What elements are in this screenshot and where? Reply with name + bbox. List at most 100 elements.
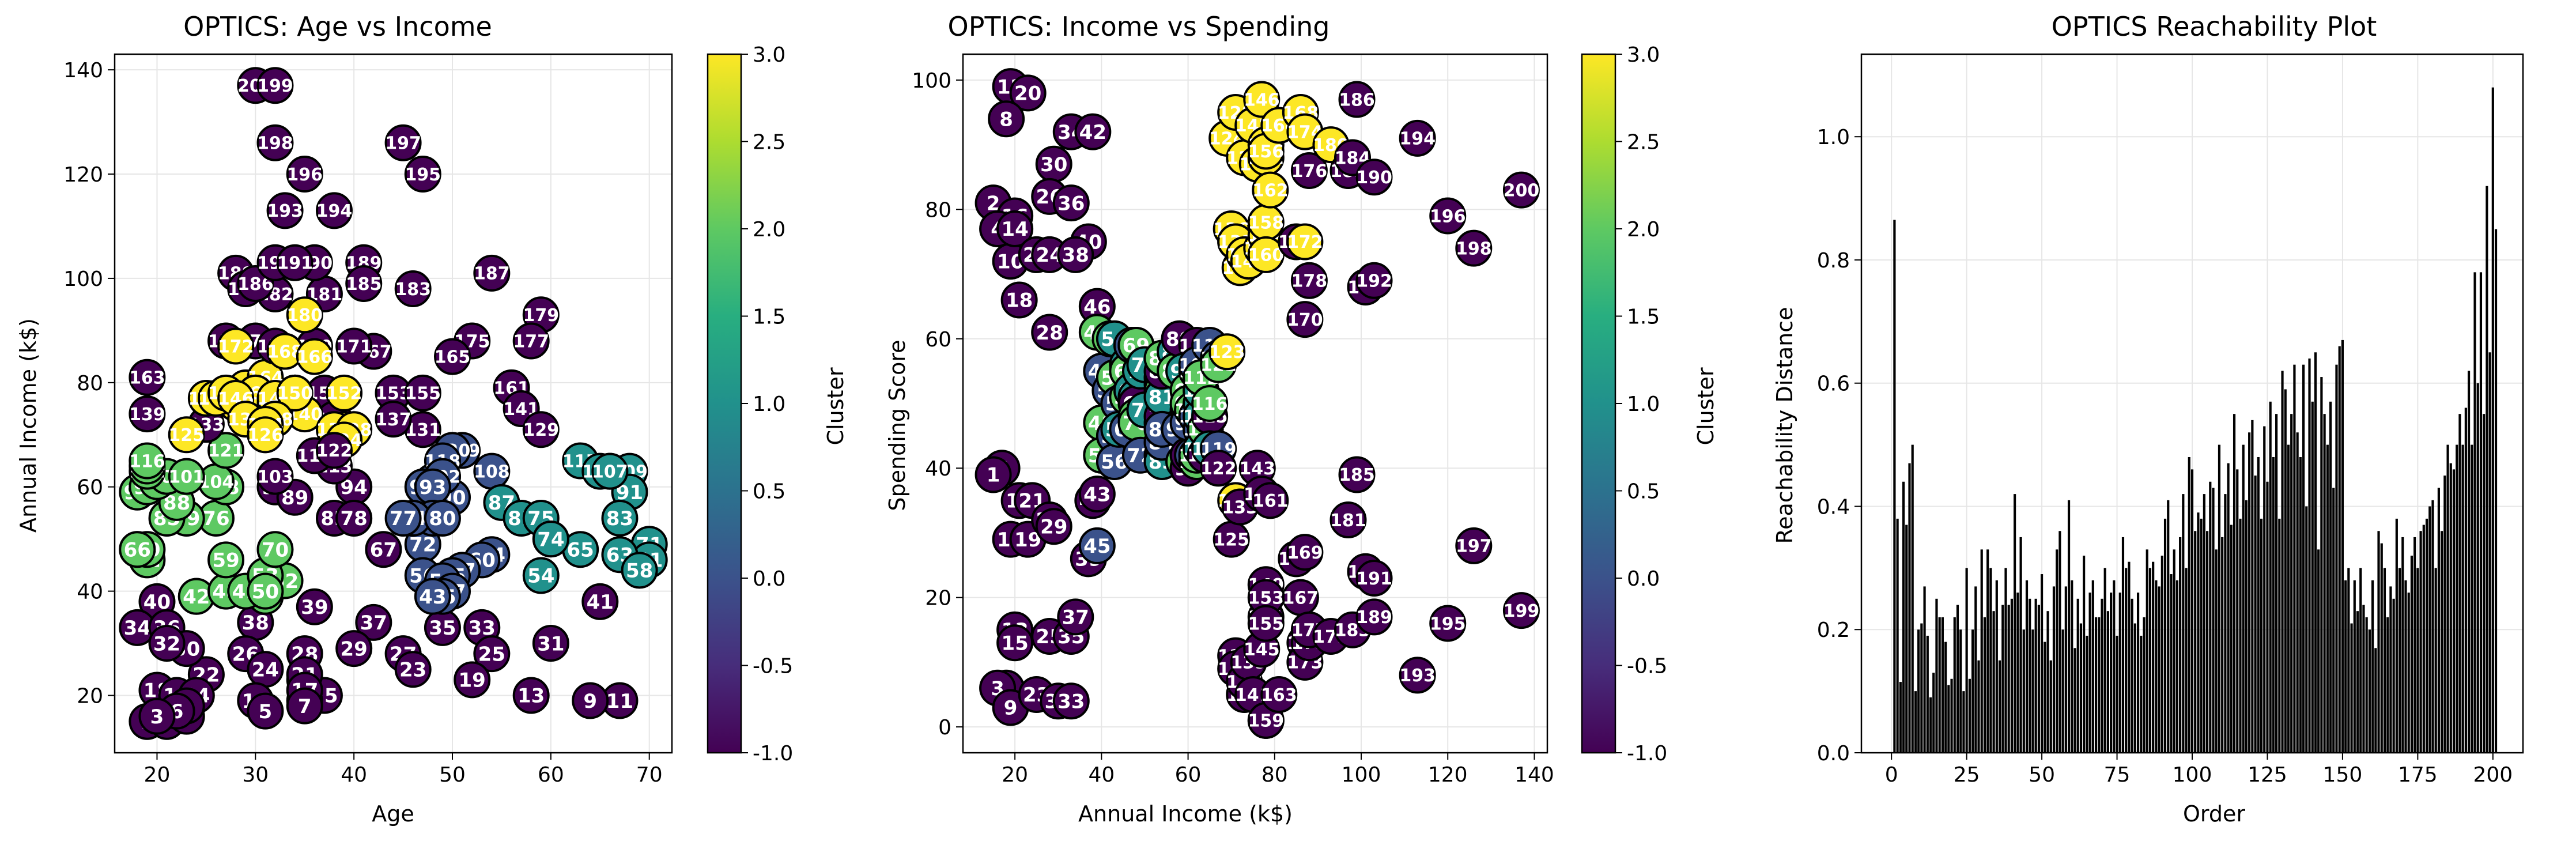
- y-tick-label: 0: [938, 716, 951, 740]
- reachability-bar: [2458, 414, 2461, 753]
- reachability-bar: [2443, 476, 2446, 753]
- reachability-bar: [2091, 580, 2094, 753]
- data-point: 125: [168, 416, 205, 454]
- point-marker: [276, 244, 313, 281]
- point-marker: [247, 416, 284, 454]
- data-point: 8: [988, 100, 1025, 138]
- reachability-bar: [1959, 629, 1962, 753]
- data-point: 162: [1252, 171, 1289, 209]
- point-label: 192: [1356, 271, 1392, 292]
- data-point: 5: [247, 692, 284, 730]
- point-marker: [424, 499, 461, 537]
- data-point: 181: [1329, 501, 1367, 538]
- reachability-bar: [2266, 481, 2269, 753]
- y-tick-label: 0.2: [1817, 618, 1850, 642]
- point-marker: [315, 192, 353, 229]
- point-label: 166: [297, 347, 333, 367]
- point-label: 13: [518, 685, 545, 708]
- point-marker: [394, 270, 432, 308]
- point-label: 165: [435, 347, 471, 367]
- reachability-bar: [2103, 568, 2106, 753]
- reachability-bar: [1899, 682, 1902, 753]
- point-label: 50: [252, 580, 279, 603]
- reachability-bar: [2473, 272, 2476, 753]
- reachability-bar: [2311, 401, 2314, 753]
- reachability-bar: [2136, 593, 2140, 753]
- point-label: 35: [429, 617, 456, 640]
- point-label: 191: [1356, 569, 1392, 589]
- point-label: 186: [1339, 90, 1375, 110]
- reachability-bar: [2101, 598, 2103, 753]
- reachability-bar: [1956, 605, 1959, 753]
- x-axis-label: Age: [372, 801, 414, 827]
- x-tick-label: 75: [2104, 763, 2131, 787]
- colorbar-gradient: [1581, 53, 1616, 754]
- reachability-bar: [2404, 580, 2407, 753]
- reachability-bar: [1977, 660, 1980, 753]
- point-label: 126: [247, 425, 284, 446]
- reachability-bar: [2257, 457, 2260, 753]
- x-tick-label: 100: [1342, 763, 1381, 787]
- reachability-bar: [2140, 635, 2143, 753]
- reachability-bar: [2170, 574, 2173, 753]
- point-label: 37: [1062, 606, 1089, 629]
- reachability-bar: [1968, 678, 1971, 753]
- data-point: 183: [394, 270, 432, 308]
- reachability-bar: [2263, 426, 2266, 753]
- point-label: 158: [1248, 213, 1284, 233]
- x-tick-label: 200: [2473, 763, 2513, 787]
- point-label: 163: [129, 368, 165, 388]
- point-label: 58: [626, 560, 653, 583]
- point-label: 33: [1057, 690, 1085, 713]
- data-point: 172: [1286, 223, 1324, 261]
- reachability-bar: [2071, 580, 2073, 753]
- point-label: 195: [1430, 614, 1466, 634]
- point-label: 31: [537, 632, 564, 655]
- data-point: 197: [1455, 527, 1493, 564]
- point-label: 170: [1287, 310, 1323, 330]
- reachability-bar: [2359, 568, 2362, 753]
- data-point: 126: [247, 416, 284, 454]
- reachability-bar: [2242, 444, 2245, 753]
- point-label: 65: [566, 538, 594, 561]
- reachability-bar: [2299, 457, 2302, 753]
- point-marker: [572, 682, 609, 719]
- point-marker: [601, 499, 639, 537]
- x-tick-label: 140: [1514, 763, 1554, 787]
- reachability-bar: [1989, 568, 1992, 753]
- reachability-bar: [1986, 549, 1989, 753]
- reachability-bar: [2155, 580, 2158, 753]
- reachability-bar: [2182, 494, 2185, 753]
- reachability-bar: [2073, 648, 2076, 753]
- reachability-bar: [2422, 525, 2425, 753]
- y-tick-label: 140: [63, 59, 103, 82]
- reachability-bar: [2218, 444, 2221, 753]
- colorbar-tick-label: 1.0: [1627, 393, 1660, 416]
- reachability-bar: [2052, 586, 2056, 753]
- data-point: 178: [1290, 262, 1328, 299]
- point-label: 18: [1006, 289, 1033, 312]
- point-label: 83: [606, 507, 633, 530]
- data-point: 67: [365, 531, 402, 568]
- point-label: 189: [1356, 608, 1392, 628]
- reachability-bar: [2227, 463, 2230, 753]
- colorbar-tick-label: 2.5: [1627, 131, 1660, 154]
- reachability-bar: [2160, 555, 2163, 753]
- point-label: 181: [1330, 511, 1366, 531]
- reachability-bar: [2194, 531, 2197, 753]
- reachability-bar: [2044, 642, 2046, 753]
- data-point: 116: [1191, 385, 1229, 422]
- data-point: 37: [355, 603, 392, 641]
- point-label: 183: [395, 280, 431, 300]
- reachability-bar: [2131, 598, 2133, 753]
- colorbar-label: Cluster: [823, 367, 848, 445]
- data-point: 93: [414, 468, 451, 506]
- reachability-bar: [2407, 593, 2410, 753]
- x-tick-label: 20: [1002, 763, 1028, 787]
- point-label: 191: [277, 254, 313, 274]
- reachability-bar: [1917, 629, 1920, 753]
- reachability-bar: [2365, 617, 2368, 753]
- reachability-bar: [1980, 549, 1983, 753]
- y-tick-label: 100: [912, 69, 951, 93]
